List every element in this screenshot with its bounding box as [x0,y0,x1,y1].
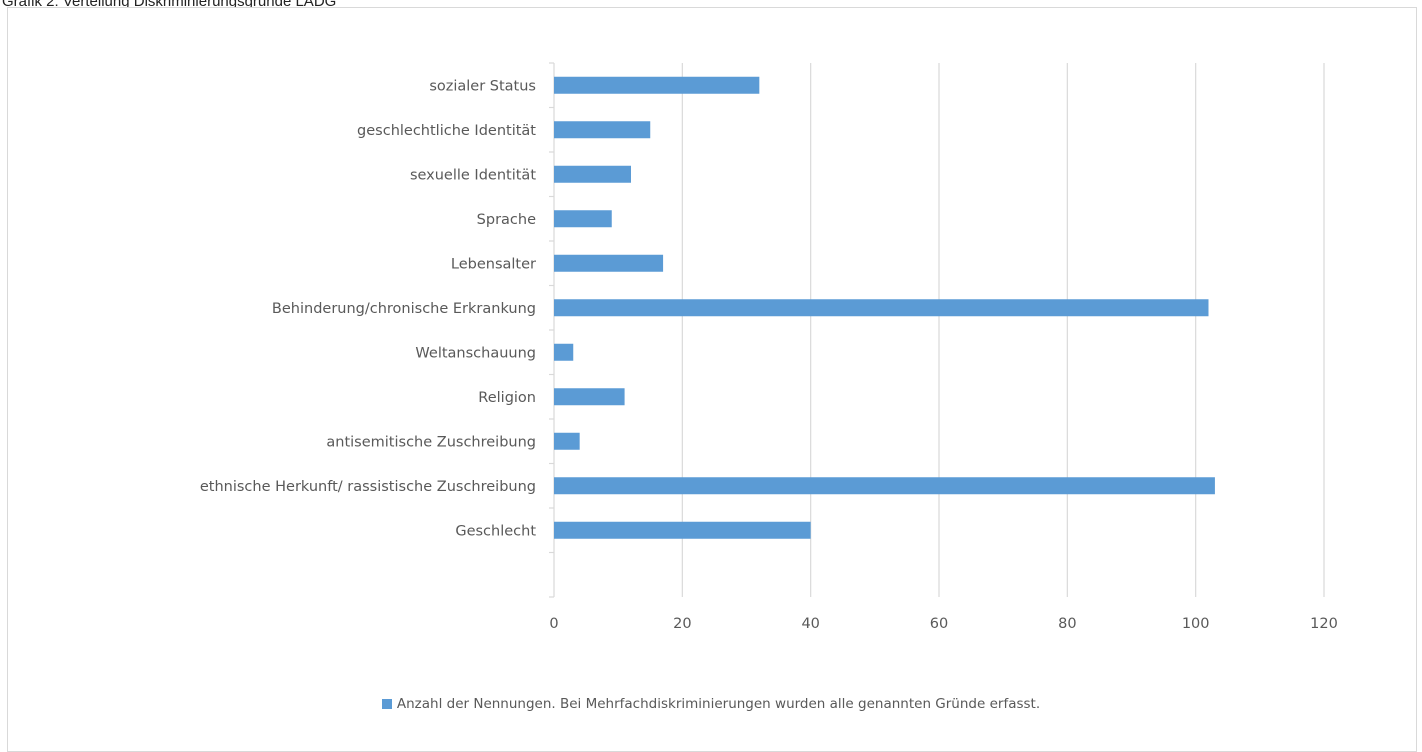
bar [554,254,664,272]
page-caption: Grafik 2: Verteilung Diskriminierungsgrü… [2,0,337,10]
x-tick-label: 20 [673,616,691,632]
category-label: Behinderung/chronische Erkrankung [272,301,536,317]
x-tick-label: 0 [549,616,558,632]
category-label: Religion [478,390,536,406]
category-label: Geschlecht [455,523,536,539]
x-tick-label: 80 [1058,616,1076,632]
bar [554,299,1209,317]
x-tick-label: 100 [1182,616,1210,632]
category-label: ethnische Herkunft/ rassistische Zuschre… [200,479,536,495]
bar [554,343,574,361]
legend-swatch [381,699,392,709]
category-label: Lebensalter [451,256,536,272]
category-label: sozialer Status [429,78,536,94]
bar [554,76,760,94]
legend-label: Anzahl der Nennungen. Bei Mehrfachdiskri… [396,696,1041,712]
bar [554,432,580,450]
bar [554,521,811,539]
bar [554,477,1215,495]
bar [554,165,631,183]
category-label: antisemitische Zuschreibung [326,434,536,450]
category-label: Sprache [477,212,536,228]
chart-frame [7,7,1417,752]
category-label: sexuelle Identität [410,167,536,183]
bar [554,210,612,228]
bar [554,388,625,406]
x-tick-label: 120 [1310,616,1338,632]
x-tick-label: 60 [930,616,948,632]
bar [554,121,651,139]
x-tick-label: 40 [801,616,819,632]
category-label: Weltanschauung [415,345,536,361]
chart-legend: Anzahl der Nennungen. Bei Mehrfachdiskri… [0,696,1422,712]
category-label: geschlechtliche Identität [357,123,536,139]
